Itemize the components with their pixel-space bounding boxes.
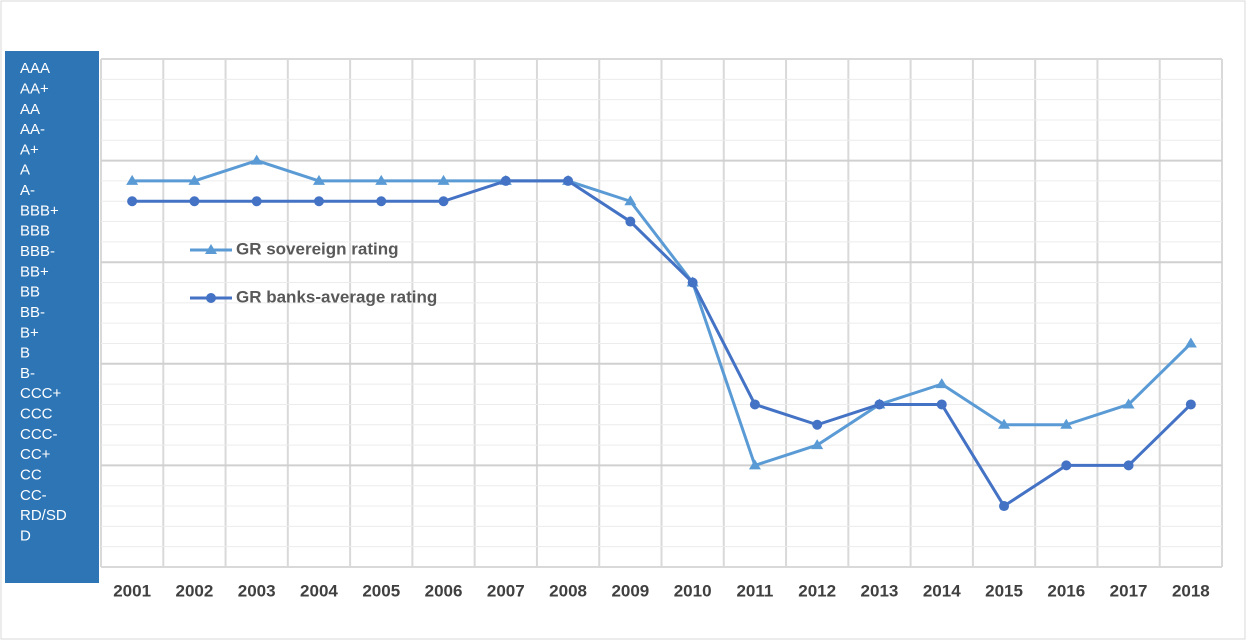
data-point — [1122, 398, 1135, 409]
data-point — [250, 154, 263, 165]
data-point — [998, 418, 1011, 429]
y-tick-label: AA — [20, 101, 40, 118]
y-tick-label: A- — [20, 182, 35, 199]
x-tick-label: 2012 — [798, 581, 836, 600]
y-tick-label: B — [20, 345, 30, 362]
x-tick-label: 2001 — [113, 581, 151, 600]
x-tick-label: 2009 — [611, 581, 649, 600]
x-tick-label: 2005 — [362, 581, 400, 600]
data-point — [625, 216, 636, 227]
x-tick-label: 2018 — [1172, 581, 1210, 600]
data-point — [376, 196, 387, 207]
y-tick-label: CC — [20, 467, 42, 484]
x-tick-label: 2014 — [923, 581, 961, 600]
x-tick-label: 2011 — [736, 581, 773, 600]
data-point — [189, 196, 200, 207]
data-point — [437, 174, 450, 185]
data-point — [748, 459, 761, 470]
y-tick-label: A+ — [20, 141, 39, 158]
data-point — [687, 277, 698, 288]
x-tick-label: 2016 — [1047, 581, 1085, 600]
data-point — [1060, 418, 1073, 429]
data-point — [874, 399, 885, 410]
series-line — [132, 179, 1192, 508]
x-tick-label: 2006 — [425, 581, 463, 600]
y-tick-label: CC- — [20, 487, 47, 504]
data-point — [313, 196, 324, 207]
data-point — [438, 196, 449, 207]
data-point — [251, 196, 262, 207]
data-point — [936, 399, 947, 410]
y-tick-label: D — [20, 527, 31, 544]
data-point — [749, 399, 760, 410]
x-tick-label: 2004 — [300, 581, 338, 600]
y-tick-label: BBB+ — [20, 202, 59, 219]
x-tick-label: 2007 — [487, 581, 525, 600]
y-tick-label: B- — [20, 365, 35, 382]
data-point — [935, 378, 948, 389]
data-point — [812, 419, 823, 430]
y-tick-label: BB- — [20, 304, 45, 321]
x-tick-label: 2008 — [549, 581, 587, 600]
y-tick-label: B+ — [20, 324, 39, 341]
x-tick-label: 2013 — [861, 581, 899, 600]
legend-marker — [206, 293, 216, 303]
y-tick-label: BBB — [20, 223, 50, 240]
x-tick-label: 2002 — [176, 581, 214, 600]
x-tick-label: 2010 — [674, 581, 712, 600]
y-tick-label: AA+ — [20, 80, 49, 97]
data-point — [999, 501, 1010, 512]
y-tick-label: BB+ — [20, 263, 49, 280]
data-point — [126, 174, 139, 185]
y-tick-label: AA- — [20, 121, 45, 138]
legend-marker — [205, 244, 217, 254]
y-tick-label: BBB- — [20, 243, 55, 260]
x-tick-label: 2017 — [1110, 581, 1148, 600]
x-tick-label: 2003 — [238, 581, 276, 600]
data-point — [312, 174, 325, 185]
data-point — [375, 174, 388, 185]
data-point — [1123, 460, 1134, 471]
data-point — [1185, 399, 1196, 410]
data-point — [188, 174, 201, 185]
y-tick-label: CC+ — [20, 446, 51, 463]
data-point — [1061, 460, 1072, 471]
y-tick-label: A — [20, 162, 30, 179]
data-point — [500, 175, 511, 186]
x-tick-label: 2015 — [985, 581, 1023, 600]
y-tick-label: CCC — [20, 406, 53, 423]
legend-label: GR banks-average rating — [236, 287, 437, 306]
y-tick-label: AAA — [20, 60, 50, 77]
y-tick-label: RD/SD — [20, 507, 67, 524]
data-point — [811, 439, 824, 450]
legend-label: GR sovereign rating — [236, 239, 398, 258]
y-tick-label: BB — [20, 284, 40, 301]
y-tick-label: CCC- — [20, 426, 58, 443]
data-point — [127, 196, 138, 207]
y-tick-label: CCC+ — [20, 385, 61, 402]
data-point — [624, 195, 637, 206]
data-point — [1184, 337, 1197, 348]
y-label-panel — [5, 51, 99, 583]
series-line — [132, 159, 1192, 467]
data-point — [563, 175, 574, 186]
